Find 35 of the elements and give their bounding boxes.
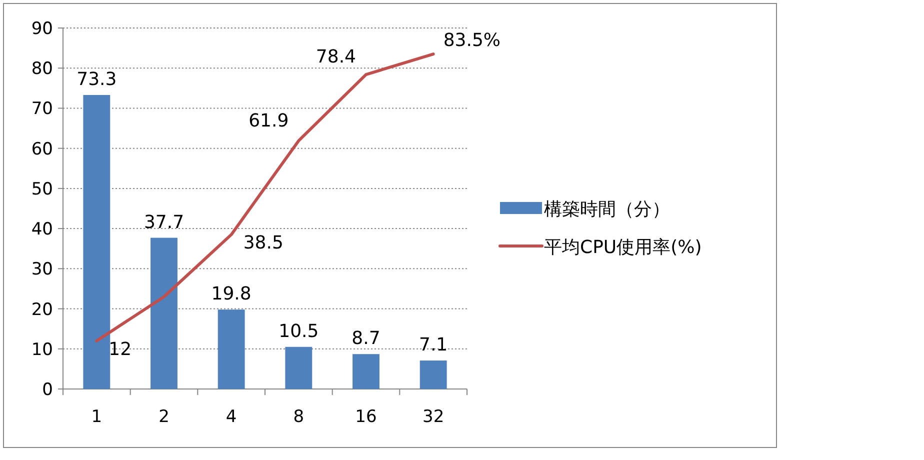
y-tick-label: 70 xyxy=(31,99,53,120)
data-label: 12 xyxy=(108,338,132,360)
data-label: 78.4 xyxy=(316,46,356,68)
data-label: 8.7 xyxy=(352,328,380,350)
data-label: 61.9 xyxy=(248,110,289,132)
x-tick-label: 16 xyxy=(355,407,377,427)
x-tick-label: 32 xyxy=(422,407,444,427)
y-tick-label: 40 xyxy=(31,220,53,240)
y-tick-label: 10 xyxy=(31,340,53,360)
x-tick-label: 2 xyxy=(158,407,170,427)
data-label: 10.5 xyxy=(278,320,319,342)
bar xyxy=(83,94,110,389)
data-label: 37.7 xyxy=(144,212,184,233)
y-tick-label: 30 xyxy=(31,260,53,280)
x-tick-label: 8 xyxy=(293,407,304,427)
data-label: 7.1 xyxy=(419,334,448,356)
bar xyxy=(218,310,245,389)
legend-label: 平均CPU使用率(%) xyxy=(544,237,702,258)
bar xyxy=(150,238,178,389)
bar xyxy=(285,346,312,389)
data-label: 19.8 xyxy=(211,284,252,305)
data-label: 83.5% xyxy=(443,30,501,52)
x-tick-label: 4 xyxy=(226,407,237,427)
bar xyxy=(420,360,447,389)
bar xyxy=(352,354,380,389)
y-tick-label: 90 xyxy=(31,19,53,39)
data-label: 73.3 xyxy=(76,68,117,90)
y-tick-label: 60 xyxy=(31,139,53,160)
y-tick-label: 0 xyxy=(42,380,53,400)
y-tick-label: 20 xyxy=(31,300,53,320)
x-tick-label: 1 xyxy=(91,407,102,427)
legend-label: 構築時間（分） xyxy=(544,199,670,220)
y-tick-label: 50 xyxy=(31,179,53,200)
data-label: 38.5 xyxy=(243,232,284,254)
y-tick-label: 80 xyxy=(31,59,53,80)
